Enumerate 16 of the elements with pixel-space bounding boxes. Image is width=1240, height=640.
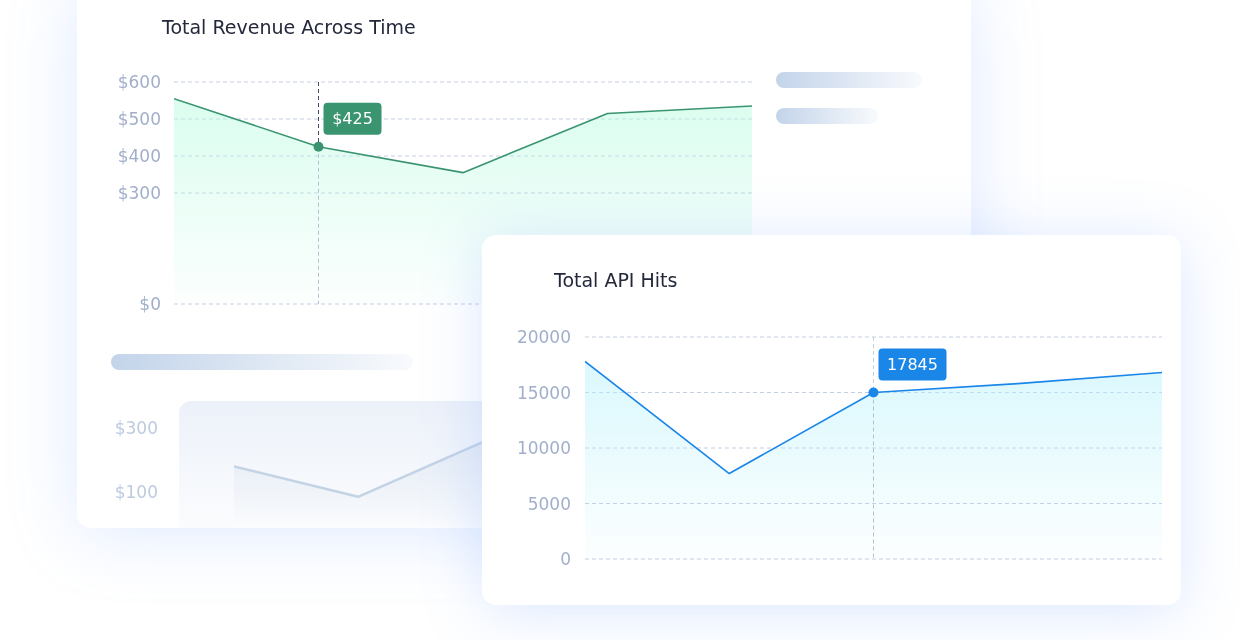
y-tick-label: 5000 (527, 493, 571, 514)
chart-title: Total API Hits (554, 268, 678, 292)
y-tick-label: $300 (114, 418, 158, 439)
y-tick-label: 15000 (516, 382, 571, 403)
y-tick-label: $500 (117, 109, 161, 130)
y-tick-label: 10000 (516, 438, 571, 459)
y-tick-label: 0 (560, 549, 571, 570)
y-tick-label: $600 (117, 72, 161, 93)
y-tick-label: $300 (117, 183, 161, 204)
chart-title: Total Revenue Across Time (162, 15, 416, 39)
annotation: $425 (332, 109, 373, 129)
y-tick-label: $100 (114, 482, 158, 503)
y-tick-label: $0 (139, 294, 161, 315)
y-tick-label: 20000 (516, 327, 571, 348)
annotation: 17845 (887, 355, 938, 374)
y-tick-label: $400 (117, 146, 161, 167)
